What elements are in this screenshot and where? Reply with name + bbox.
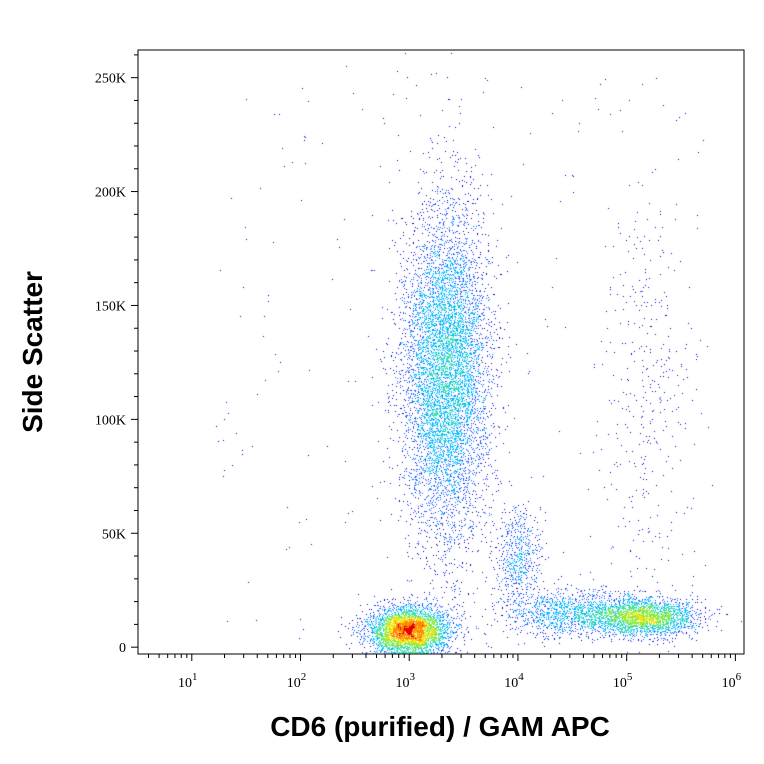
event-density-image [138, 50, 744, 654]
x-tick-label: 104 [504, 671, 524, 691]
density-layer [138, 50, 744, 654]
plot-frame [137, 49, 745, 655]
x-tick-label: 103 [395, 671, 415, 691]
y-tick-label: 0 [119, 641, 126, 656]
x-tick-label: 101 [178, 671, 198, 691]
y-tick-label: 250K [95, 72, 126, 87]
y-axis-title: Side Scatter [17, 271, 48, 433]
x-tick-label: 102 [287, 671, 307, 691]
y-tick-label: 150K [95, 299, 126, 314]
y-tick-label: 50K [102, 527, 126, 542]
x-axis: 101 102 103 104 105 106 [148, 654, 742, 691]
x-tick-label: 106 [722, 671, 742, 691]
y-tick-label: 100K [95, 413, 126, 428]
x-tick-label: 105 [613, 671, 633, 691]
x-axis-title: CD6 (purified) / GAM APC [270, 711, 610, 742]
y-axis: 0 50K 100K 150K 200K 250K [95, 54, 138, 656]
y-tick-label: 200K [95, 186, 126, 201]
